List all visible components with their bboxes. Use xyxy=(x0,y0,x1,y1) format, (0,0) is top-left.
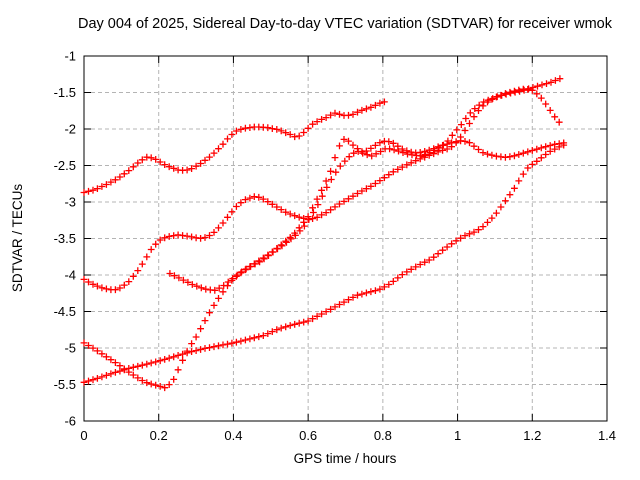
y-tick-label: -3 xyxy=(64,195,76,210)
chart-title: Day 004 of 2025, Sidereal Day-to-day VTE… xyxy=(78,16,613,32)
x-tick-label: 0 xyxy=(80,428,87,443)
grid-lines xyxy=(84,56,607,421)
x-axis-label: GPS time / hours xyxy=(294,451,397,466)
series3-markers xyxy=(80,136,568,392)
plot-border xyxy=(83,55,608,422)
series5-markers xyxy=(166,75,564,294)
y-tick-label: -4.5 xyxy=(54,304,76,319)
x-tick-label: 0.8 xyxy=(374,428,392,443)
x-tick-label: 0.6 xyxy=(299,428,317,443)
y-tick-label: -5.5 xyxy=(54,377,76,392)
y-axis-label: SDTVAR / TECUs xyxy=(10,184,25,293)
x-tick-label: 1.4 xyxy=(598,428,616,443)
y-tick-label: -5 xyxy=(64,341,76,356)
y-tick-label: -2.5 xyxy=(54,158,76,173)
y-tick-label: -1.5 xyxy=(54,85,76,100)
x-tick-label: 0.4 xyxy=(224,428,242,443)
y-tick-label: -6 xyxy=(64,414,76,429)
y-tick-label: -4 xyxy=(64,268,76,283)
axis-ticks: 0 0.2 0.4 0.6 0.8 1 1.2 1.4 -1 -1.5 -2 -2.5 -3 -3.5 -4… xyxy=(54,49,616,444)
series1-markers xyxy=(80,98,388,196)
y-tick-label: -1 xyxy=(64,49,76,64)
x-tick-label: 1 xyxy=(454,428,461,443)
x-tick-label: 1.2 xyxy=(523,428,541,443)
y-tick-label: -2 xyxy=(64,122,76,137)
data-series-layer xyxy=(80,75,568,392)
y-tick-label: -3.5 xyxy=(54,231,76,246)
series4-markers xyxy=(80,141,568,386)
axis-labels-layer: Day 004 of 2025, Sidereal Day-to-day VTE… xyxy=(10,16,613,466)
x-tick-label: 0.2 xyxy=(150,428,168,443)
